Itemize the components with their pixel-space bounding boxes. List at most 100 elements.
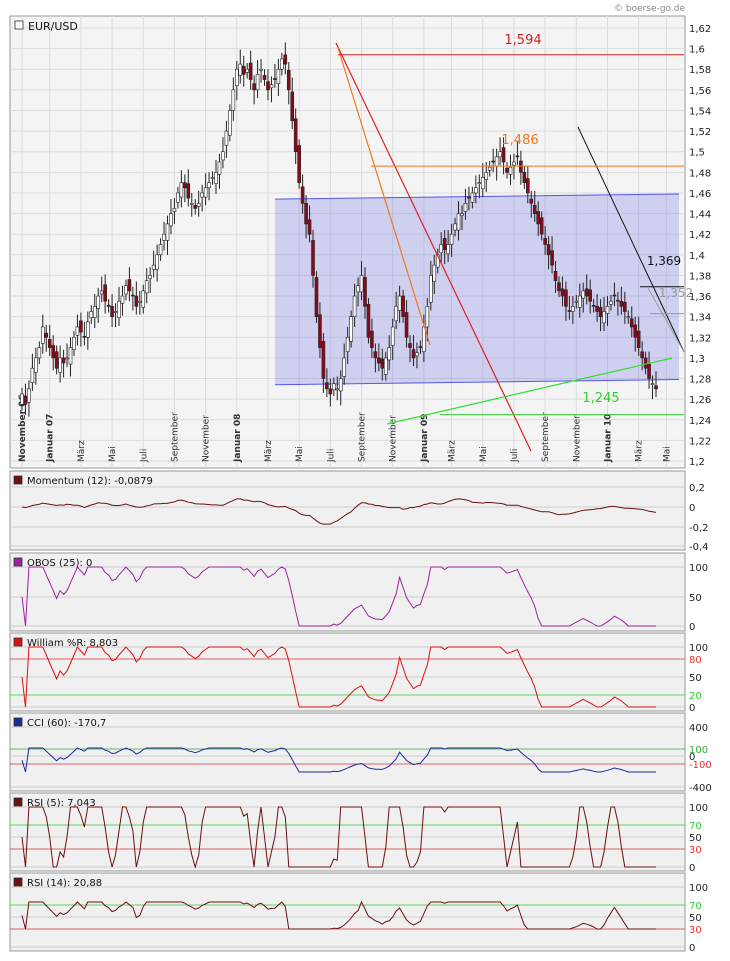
candle-body [484,172,489,180]
candle-body [595,306,599,312]
indicator-color-box [13,717,23,727]
time-axis-label: März [264,440,274,462]
time-axis-label: September [170,412,180,462]
candle-body [356,285,360,293]
time-axis-label: Mai [479,446,489,462]
indicator-panels: 0,2 0 -0,2 -0,4 Momentum (12): -0,0879 100 50 0… [9,470,712,954]
time-axis-label: Januar 10 [603,414,613,463]
candle-body [245,68,249,73]
time-axis-label: November [202,415,212,462]
candle-body [474,187,478,194]
candle-body [546,244,551,256]
grey-trend-line [647,287,685,353]
indicator-line [21,806,656,869]
candle-body [567,310,572,312]
indicator-label: CCI (60): -170,7 [27,718,106,729]
candle-body [477,182,482,184]
indicator-tick-label: 80 [689,655,702,666]
candle-body [449,233,454,245]
indicator-tick-label: 50 [689,833,702,844]
time-axis-label: Januar 07 [46,414,56,463]
candle-body [321,341,326,379]
indicator-tick-label: -400 [689,783,712,794]
candle-body [155,254,159,270]
candle-body [522,172,527,183]
time-axis-label: November 06 [18,394,28,462]
price-tick-label: 1,2 [689,457,705,468]
candle-body [602,311,606,324]
candle-body [591,305,596,307]
time-axis-label: Juli [139,449,149,463]
candle-body [196,202,201,207]
candle-body [23,395,28,405]
indicator-color-box [13,877,23,887]
time-axis-label: März [635,440,645,462]
candle-body [564,289,568,307]
indicator-label: RSI (5): 7,043 [27,798,96,809]
title-checkbox [14,20,24,30]
candle-body [612,294,617,297]
candle-body [72,336,76,350]
price-tick-label: 1,6 [689,45,705,56]
time-axis-label: März [77,440,87,462]
indicator-tick-label: 0 [689,752,695,763]
time-axis-label: Juli [510,449,520,463]
candle-body [186,183,191,199]
candle-body [20,393,24,405]
indicator-color-box [13,637,23,647]
candle-body [248,62,253,80]
red-trend-line [335,42,532,452]
candle-body [259,68,263,71]
price-tick-label: 1,62 [689,24,711,35]
time-axis-label: September [358,412,368,462]
candle-body [404,312,409,338]
indicator-tick-label: 70 [689,901,702,912]
candle-body [581,290,586,299]
price-tick-label: 1,5 [689,148,705,159]
price-tick-label: 1,4 [689,251,705,262]
candle-body [418,346,423,348]
indicator-panel: 100 50 0 OBOS (25): 0 [9,552,708,633]
indicator-plot-area [9,712,686,792]
candle-body [137,300,142,303]
candle-body [377,357,381,364]
candle-body [44,332,49,338]
candle-body [40,326,45,344]
candle-body [162,233,166,241]
candle-body [238,63,243,76]
indicator-label: Momentum (12): -0,0879 [27,476,153,487]
candle-body [82,335,87,338]
candle-body [387,347,392,361]
time-axis-label: März [448,440,458,462]
candle-body [221,151,225,161]
candle-body [439,244,444,254]
candle-body [65,357,69,360]
time-axis-label: Mai [108,446,118,462]
candle-body [498,151,502,158]
candle-body [325,382,329,390]
level-label: 1,594 [504,33,541,48]
price-tick-label: 1,58 [689,65,711,76]
candle-body [425,306,430,328]
candle-body [283,54,288,65]
candle-body [224,130,229,146]
candle-body [470,192,475,203]
candle-body [255,74,260,91]
candle-body [290,91,295,122]
price-tick-label: 1,26 [689,395,711,406]
candle-body [650,383,655,386]
candle-body [269,84,274,89]
candle-body [491,160,495,163]
candle-body [200,192,204,198]
candle-body [89,311,94,318]
candle-body [363,277,367,307]
candle-body [553,271,558,281]
candle-body [262,75,267,80]
price-tick-label: 1,46 [689,189,711,200]
candle-body [359,275,364,293]
candle-body [335,388,340,391]
candle-body [577,295,582,308]
price-tick-label: 1,36 [689,292,711,303]
candle-body [30,367,35,383]
